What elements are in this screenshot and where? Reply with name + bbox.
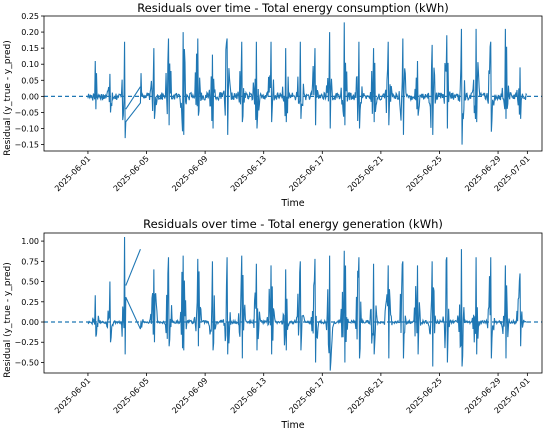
y-tick-label: −0.15 — [14, 141, 39, 150]
y-tick-label: 0.50 — [21, 278, 39, 287]
x-tick-label: 2025-06-09 — [170, 376, 209, 415]
y-axis-label: Residual (y_true - y_pred) — [3, 40, 13, 155]
y-tick-label: 0.75 — [21, 257, 39, 266]
x-tick-label: 2025-06-21 — [346, 154, 385, 193]
generation-residual-chart: Residuals over time - Total energy gener… — [3, 217, 543, 431]
y-tick-label: 0.15 — [21, 44, 39, 53]
y-tick-label: −0.10 — [14, 125, 39, 134]
y-tick-label: 0.25 — [21, 12, 39, 21]
y-tick-label: −0.25 — [14, 338, 39, 347]
x-tick-label: 2025-06-09 — [170, 154, 209, 193]
y-tick-label: −0.05 — [14, 108, 39, 117]
x-tick-label: 2025-06-25 — [405, 376, 444, 415]
y-tick-label: 0.25 — [21, 298, 39, 307]
x-tick-label: 2025-06-17 — [287, 154, 326, 193]
chart-title: Residuals over time - Total energy gener… — [143, 217, 443, 231]
x-tick-label: 2025-06-17 — [287, 376, 326, 415]
gap-interpolation-line — [125, 248, 141, 286]
plot-frame — [43, 15, 543, 152]
y-tick-label: 0.00 — [21, 92, 39, 101]
y-tick-label: 0.00 — [21, 318, 39, 327]
y-axis-label: Residual (y_true - y_pred) — [3, 262, 13, 377]
x-tick-label: 2025-06-25 — [405, 154, 444, 193]
x-axis-label: Time — [280, 198, 304, 209]
x-tick-label: 2025-06-05 — [112, 154, 151, 193]
y-tick-label: 1.00 — [21, 237, 39, 246]
x-tick-label: 2025-06-21 — [346, 376, 385, 415]
x-tick-label: 2025-06-01 — [53, 376, 92, 415]
y-tick-label: 0.20 — [21, 28, 39, 37]
residual-series-line — [87, 237, 528, 371]
plot-frame — [43, 232, 543, 374]
gap-interpolation-line — [125, 86, 141, 110]
y-tick-label: 0.10 — [21, 60, 39, 69]
x-tick-label: 2025-06-01 — [53, 154, 92, 193]
x-tick-label: 2025-06-13 — [229, 154, 268, 193]
y-tick-label: 0.05 — [21, 76, 39, 85]
plot-area: −0.15 −0.10 −0.05 0.00 0.05 0.10 0.15 0.20 0.25 2… — [14, 12, 542, 193]
consumption-residual-chart: Residuals over time - Total energy consu… — [3, 1, 543, 209]
x-tick-label: 2025-06-05 — [112, 376, 151, 415]
y-tick-label: −0.50 — [14, 358, 39, 367]
plot-area: −0.50 −0.25 0.00 0.25 0.50 0.75 1.00 2025-06-01… — [14, 237, 542, 415]
residual-series-line — [87, 22, 528, 145]
x-tick-label: 2025-06-13 — [229, 376, 268, 415]
chart-title: Residuals over time - Total energy consu… — [137, 1, 449, 15]
x-axis-label: Time — [280, 420, 304, 431]
